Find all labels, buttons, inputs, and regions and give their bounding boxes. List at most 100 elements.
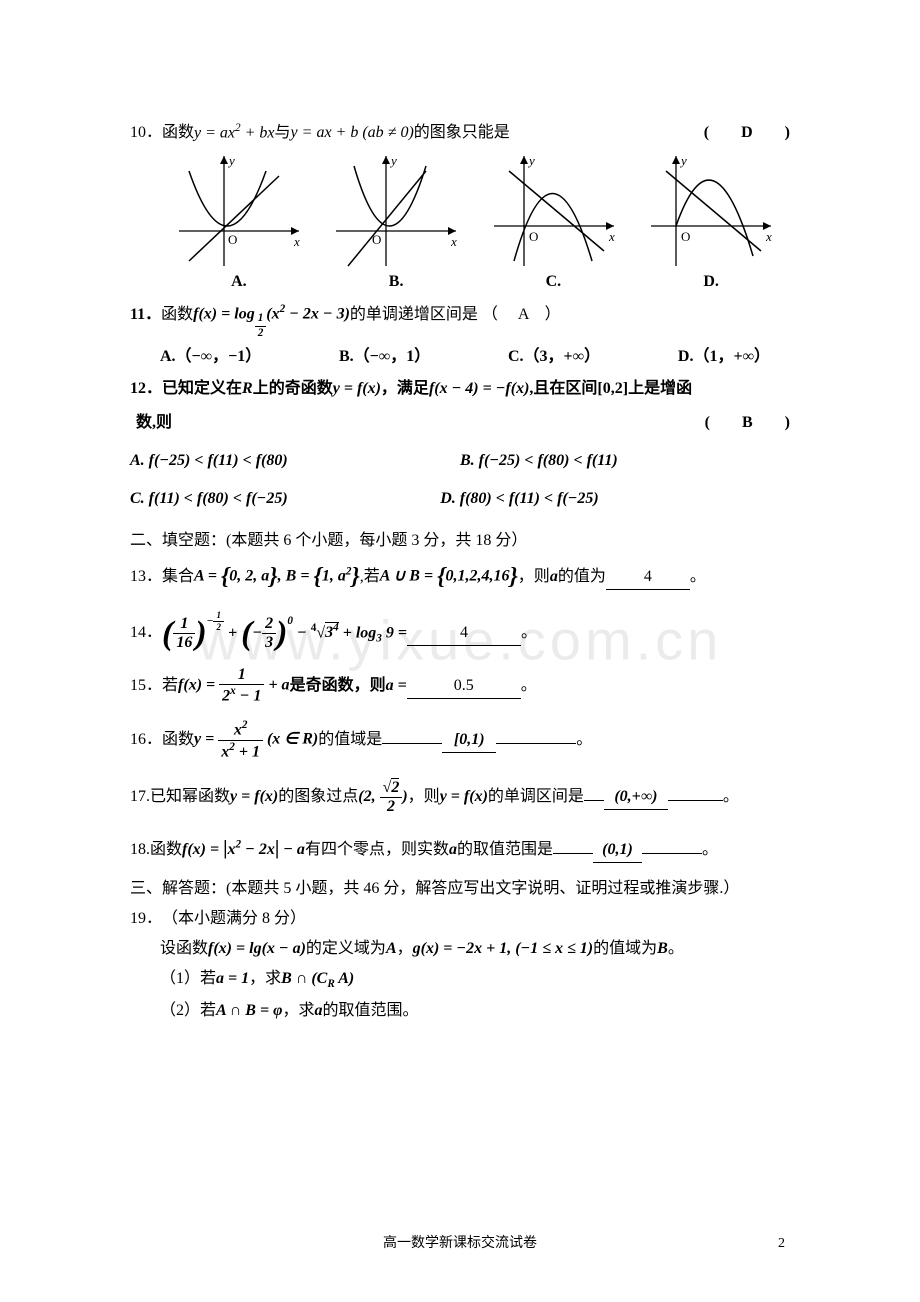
eq: y = f(x) xyxy=(440,785,488,809)
svg-text:y: y xyxy=(527,153,535,168)
eq: g(x) = −2x + 1, (−1 ≤ x ≤ 1) xyxy=(413,937,594,961)
q10-eq2: y = ax + b (ab ≠ 0) xyxy=(291,121,414,145)
q11-opt-a: A.（−∞，−1） xyxy=(160,345,261,369)
svg-text:O: O xyxy=(529,229,538,244)
pt: (2, √22) xyxy=(358,780,407,815)
q16-expr: y = x2x2 + 1 (x ∈ R) xyxy=(194,720,318,760)
svg-text:y: y xyxy=(389,153,397,168)
q11-stem: 11． 函数 f(x) = log12(x2 − 2x − 3) 的单调递增区间… xyxy=(130,301,790,339)
q19-l2: 设函数 f(x) = lg(x − a) 的定义域为 A ， g(x) = −2… xyxy=(160,937,790,961)
t: 是奇函数，则 xyxy=(290,674,386,698)
eq: A ∪ B = {0,1,2,4,16} xyxy=(380,559,518,595)
q15-answer: 0.5 xyxy=(407,674,521,699)
t: 。 xyxy=(723,785,739,809)
a: a xyxy=(550,565,558,589)
t: 。 xyxy=(702,838,718,862)
t: ，求 xyxy=(249,967,281,991)
q15: 15． 若 f(x) = 12x − 1 + a 是奇函数，则 a = 0.5 … xyxy=(130,667,790,704)
q16-answer: [0,1) xyxy=(442,728,496,753)
q10-graph-labels: A. B. C. D. xyxy=(160,273,790,291)
section3-title: 三、解答题：(本题共 5 小题，共 46 分，解答应写出文字说明、证明过程或推演… xyxy=(130,877,790,901)
svg-text:x: x xyxy=(293,234,300,249)
svg-text:y: y xyxy=(679,153,687,168)
t: 的定义域为 xyxy=(306,937,386,961)
eq: f(x − 4) = −f(x) xyxy=(429,377,529,401)
svg-text:x: x xyxy=(608,229,615,244)
a: a xyxy=(449,838,457,862)
t: 的图象只能是 xyxy=(414,121,510,145)
q11-opt-b: B.（−∞，1） xyxy=(339,345,430,369)
t: 。 xyxy=(576,728,592,752)
q15-expr: f(x) = 12x − 1 + a xyxy=(178,667,290,704)
t: 函数 xyxy=(150,838,182,862)
q15-num: 15． xyxy=(130,674,162,698)
t: ，满足 xyxy=(381,377,429,401)
q12-opt-b: B. f(−25) < f(80) < f(11) xyxy=(460,449,618,473)
expr: B ∩ (CR A) xyxy=(281,967,354,993)
t: 已知定义在 xyxy=(162,377,242,401)
q10-answer: ( D ) xyxy=(704,121,790,145)
q14-num: 14． xyxy=(130,621,162,645)
t: ,若 xyxy=(360,565,380,589)
q12-opt-d: D. f(80) < f(11) < f(−25) xyxy=(440,487,599,511)
q12-stem: 12． 已知定义在 R 上的奇函数 y = f(x) ，满足 f(x − 4) … xyxy=(130,377,790,401)
q13: 13． 集合 A = {0, 2, a}, B = {1, a2} ,若 A ∪… xyxy=(130,559,790,595)
q17-num: 17. xyxy=(130,785,150,809)
t: ， xyxy=(397,937,413,961)
eq: y = f(x) xyxy=(333,377,381,401)
q11-opt-c: C.（3，+∞） xyxy=(508,345,600,369)
q11-opt-d: D.（1，+∞） xyxy=(678,345,770,369)
t: 与 xyxy=(275,121,291,145)
q19-sub1: （1）若 a = 1 ，求 B ∩ (CR A) xyxy=(160,967,790,993)
eq: A ∩ B = φ xyxy=(216,999,282,1023)
exam-page: www.yixue.com.cn 10． 函数 y = ax2 + bx 与 y… xyxy=(0,0,920,1302)
t: 。 xyxy=(521,621,537,645)
t: 的单调递增区间是 （ A ） xyxy=(350,303,561,327)
svg-text:x: x xyxy=(765,229,772,244)
t: 的取值范围。 xyxy=(322,999,418,1023)
q14-answer: 4 xyxy=(407,621,521,646)
q12-opt-a: A. f(−25) < f(11) < f(80) xyxy=(130,449,460,473)
page-number: 2 xyxy=(778,1236,785,1252)
q18-num: 18. xyxy=(130,838,150,862)
q11-num: 11． xyxy=(130,303,161,327)
lbl-b: B. xyxy=(389,273,404,291)
t: 。 xyxy=(521,674,537,698)
q10-graphs: y x O y x O xyxy=(160,151,790,271)
q19-head: 19． （本小题满分 8 分） xyxy=(130,907,790,931)
q11-options: A.（−∞，−1） B.（−∞，1） C.（3，+∞） D.（1，+∞） xyxy=(130,345,790,369)
t: 函数 xyxy=(161,303,193,327)
q12-opts-row2: C. f(11) < f(80) < f(−25) D. f(80) < f(1… xyxy=(130,487,790,511)
q12-num: 12． xyxy=(130,377,162,401)
t: 的值为 xyxy=(558,565,606,589)
t: 的单调区间是 xyxy=(488,785,584,809)
t: 。 xyxy=(668,937,684,961)
q12-opts-row1: A. f(−25) < f(11) < f(80) B. f(−25) < f(… xyxy=(130,449,790,473)
t: 设函数 xyxy=(160,937,208,961)
t: 上的奇函数 xyxy=(253,377,333,401)
t: ，则 xyxy=(408,785,440,809)
R: R xyxy=(242,377,253,401)
t: ，则 xyxy=(518,565,550,589)
t: （本小题满分 8 分） xyxy=(162,907,306,931)
t: 的值域为 xyxy=(593,937,657,961)
q16: 16． 函数 y = x2x2 + 1 (x ∈ R) 的值域是 [0,1) 。 xyxy=(130,720,790,760)
q17-answer: (0,+∞) xyxy=(604,785,668,810)
q14-expr: (116)−12 + (−23)0 − 4√34 + log3 9 = xyxy=(162,611,407,651)
lbl-c: C. xyxy=(546,273,562,291)
a: a xyxy=(314,999,322,1023)
svg-text:O: O xyxy=(228,232,237,247)
eq: f(x) = lg(x − a) xyxy=(208,937,306,961)
t: 有四个零点，则实数 xyxy=(305,838,449,862)
svg-text:O: O xyxy=(681,229,690,244)
q13-num: 13． xyxy=(130,565,162,589)
q18: 18. 函数 f(x) = |x2 − 2x| − a 有四个零点，则实数 a … xyxy=(130,833,790,863)
q19-num: 19． xyxy=(130,907,162,931)
t: （1）若 xyxy=(160,967,216,991)
t: 集合 xyxy=(162,565,194,589)
svg-text:y: y xyxy=(227,153,235,168)
q10-eq1: y = ax2 + bx xyxy=(194,120,275,145)
q12-answer: ( B ) xyxy=(705,411,790,435)
eq: A = {0, 2, a}, B = {1, a2} xyxy=(194,559,360,595)
t: ,且在区间[0,2]上是增函 xyxy=(529,377,692,401)
